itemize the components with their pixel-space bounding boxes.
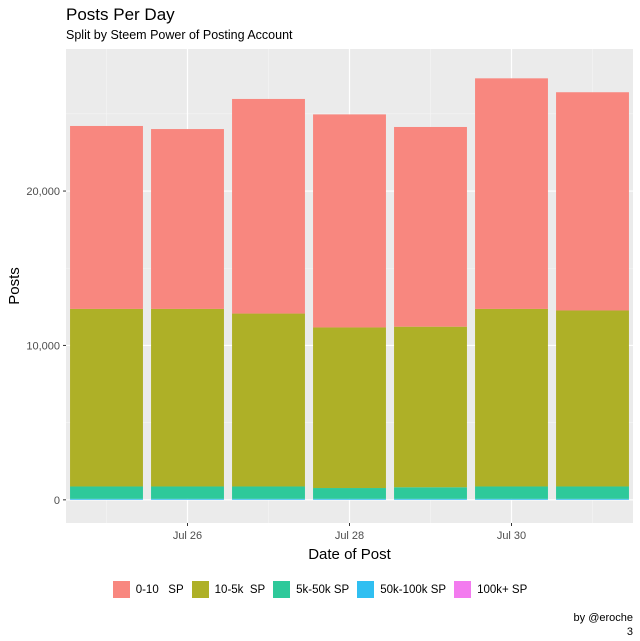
bar-jul-26-10-5k-sp — [151, 308, 224, 487]
bar-jul-25-10-5k-sp — [70, 308, 143, 487]
bar-jul-30-5k-50k-sp — [475, 486, 548, 499]
bar-jul-25-0-10-sp — [70, 125, 143, 309]
legend-label-0-10-sp: 0-10 SP — [135, 583, 184, 596]
bar-jul-29-10-5k-sp — [394, 326, 467, 488]
x-tick-label: Jul 28 — [335, 530, 364, 542]
bar-jul-30-50k-100k-sp — [475, 498, 548, 500]
legend-item-100k-sp: 100k+ SP — [454, 581, 527, 598]
legend-label-50k-100k-sp: 50k-100k SP — [380, 583, 447, 596]
caption-author: by @eroche — [573, 612, 633, 624]
legend-key-5k-50k-sp — [273, 581, 291, 598]
legend-key-10-5k-sp — [191, 581, 209, 598]
bar-jul-26-50k-100k-sp — [151, 498, 224, 500]
x-axis-title: Date of Post — [308, 546, 391, 563]
bar-jul-28-0-10-sp — [313, 114, 386, 328]
bar-jul-30-0-10-sp — [475, 78, 548, 309]
bar-jul-31-10-5k-sp — [556, 310, 629, 487]
legend-item-10-5k-sp: 10-5k SP — [191, 581, 266, 598]
bar-jul-31-5k-50k-sp — [556, 486, 629, 499]
legend-key-100k-sp — [454, 581, 472, 598]
y-tick-label: 0 — [54, 495, 60, 507]
bar-jul-26-0-10-sp — [151, 129, 224, 309]
bar-jul-28-5k-50k-sp — [313, 488, 386, 499]
legend-item-5k-50k-sp: 5k-50k SP — [273, 581, 349, 598]
legend-key-50k-100k-sp — [357, 581, 375, 598]
legend-item-0-10-sp: 0-10 SP — [112, 581, 184, 598]
bar-jul-25-5k-50k-sp — [70, 486, 143, 499]
legend-label-100k-sp: 100k+ SP — [477, 583, 528, 596]
legend-key-0-10-sp — [112, 581, 130, 598]
y-tick-label: 20,000 — [26, 186, 60, 198]
bar-jul-28-10-5k-sp — [313, 327, 386, 489]
legend-label-5k-50k-sp: 5k-50k SP — [296, 583, 350, 596]
bar-jul-27-10-5k-sp — [232, 313, 305, 487]
bar-jul-25-50k-100k-sp — [70, 498, 143, 500]
y-tick-label: 10,000 — [26, 340, 60, 352]
bar-jul-28-50k-100k-sp — [313, 498, 386, 500]
bar-jul-31-0-10-sp — [556, 92, 629, 311]
bar-jul-29-5k-50k-sp — [394, 487, 467, 499]
legend-item-50k-100k-sp: 50k-100k SP — [357, 581, 446, 598]
chart-subtitle: Split by Steem Power of Posting Account — [66, 28, 293, 42]
bar-jul-29-50k-100k-sp — [394, 498, 467, 500]
bar-jul-27-50k-100k-sp — [232, 498, 305, 500]
bar-jul-31-50k-100k-sp — [556, 498, 629, 500]
caption-number: 3 — [626, 626, 633, 638]
legend-label-10-5k-sp: 10-5k SP — [214, 583, 266, 596]
legend: 0-10 SP 10-5k SP 5k-50k SP 50k-100k SP 1… — [0, 581, 640, 598]
y-axis-title: Posts — [6, 267, 23, 305]
bar-jul-29-0-10-sp — [394, 126, 467, 327]
x-tick-label: Jul 26 — [173, 530, 202, 542]
bar-jul-26-5k-50k-sp — [151, 486, 224, 499]
bar-jul-27-0-10-sp — [232, 98, 305, 314]
x-tick-label: Jul 30 — [497, 530, 526, 542]
bar-jul-27-5k-50k-sp — [232, 486, 305, 499]
chart-title: Posts Per Day — [66, 5, 175, 24]
bar-jul-30-10-5k-sp — [475, 308, 548, 487]
